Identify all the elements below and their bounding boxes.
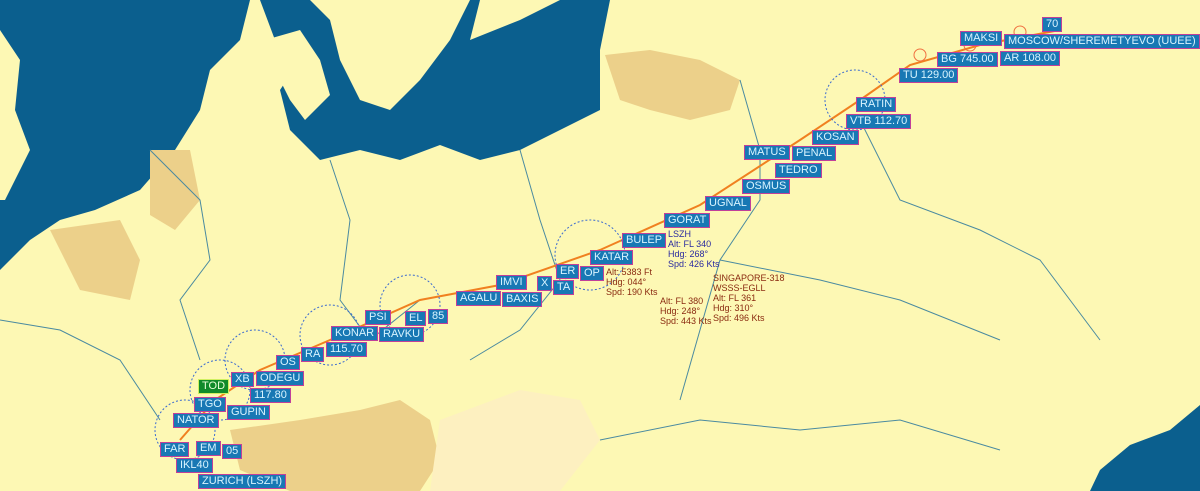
waypoint-label[interactable]: 05 — [222, 444, 243, 459]
waypoint-label[interactable]: 117.80 — [250, 388, 291, 403]
waypoint-label[interactable]: GORAT — [664, 213, 711, 228]
hungary — [430, 390, 600, 491]
black-sea — [1090, 405, 1200, 491]
destination-label[interactable]: ZURICH (LSZH) — [198, 474, 287, 489]
waypoint-label[interactable]: RATIN — [856, 97, 897, 112]
waypoint-label[interactable]: BAXIS — [502, 292, 543, 307]
waypoint-label[interactable]: FAR — [160, 442, 190, 457]
waypoint-label[interactable]: TA — [553, 280, 575, 295]
uk-coast — [0, 30, 30, 200]
waypoint-label[interactable]: X — [537, 276, 553, 291]
flight-info: LSZH Alt: FL 340 Hdg: 268° Spd: 426 Kts — [668, 229, 720, 269]
lithuania — [605, 50, 740, 120]
sweden — [310, 0, 470, 110]
waypoint-label[interactable]: OP — [580, 266, 604, 281]
waypoint-label[interactable]: KATAR — [590, 250, 634, 265]
waypoint-label[interactable]: BULEP — [622, 233, 667, 248]
waypoint-label[interactable]: XB — [231, 372, 254, 387]
waypoint-label[interactable]: OSMUS — [742, 179, 791, 194]
waypoint-label[interactable]: VTB 112.70 — [846, 114, 912, 129]
denmark — [265, 30, 330, 120]
waypoint-label[interactable]: 85 — [428, 309, 449, 324]
belgium — [50, 220, 140, 300]
waypoint-label[interactable]: MOSCOW/SHEREMETYEVO (UUEE) — [1004, 34, 1200, 49]
waypoint-label[interactable]: AGALU — [456, 291, 502, 306]
waypoint-label[interactable]: PSI — [365, 310, 391, 325]
waypoint-label[interactable]: TEDRO — [775, 163, 822, 178]
waypoint-label[interactable]: RAVKU — [379, 327, 425, 342]
waypoint-label[interactable]: BG 745.00 — [937, 52, 998, 67]
waypoint-label[interactable]: 70 — [1042, 17, 1063, 32]
waypoint-label[interactable]: IKL40 — [176, 458, 213, 473]
waypoint-label[interactable]: NATOR — [173, 413, 219, 428]
waypoint-label[interactable]: MATUS — [744, 145, 790, 160]
flight-info: Alt: 5383 Ft Hdg: 044° Spd: 190 Kts — [606, 267, 658, 297]
waypoint-label[interactable]: UGNAL — [705, 196, 751, 211]
austria — [230, 400, 440, 491]
waypoint-label[interactable]: RA — [301, 347, 325, 362]
netherlands — [150, 150, 200, 230]
waypoint-label[interactable]: EM — [196, 441, 221, 456]
waypoint-label[interactable]: TU 129.00 — [899, 68, 959, 83]
waypoint-label[interactable]: 115.70 — [326, 342, 367, 357]
waypoint-label[interactable]: KOSAN — [812, 130, 859, 145]
waypoint-label[interactable]: KONAR — [331, 326, 379, 341]
waypoint-label[interactable]: MAKSI — [960, 31, 1003, 46]
waypoint-label[interactable]: EL — [405, 311, 427, 326]
waypoint-label[interactable]: PENAL — [792, 146, 837, 161]
top-of-descent-label[interactable]: TOD — [198, 379, 230, 394]
waypoint-label[interactable]: GUPIN — [227, 405, 270, 420]
waypoint-label[interactable]: OS — [276, 355, 300, 370]
waypoint-label[interactable]: ODEGU — [256, 371, 305, 386]
flight-info: SINGAPORE-318 WSSS-EGLL Alt: FL 361 Hdg:… — [713, 273, 785, 323]
waypoint-label[interactable]: TGO — [194, 397, 226, 412]
waypoint-label[interactable]: IMVI — [496, 275, 527, 290]
flight-info: Alt: FL 380 Hdg: 248° Spd: 443 Kts — [660, 296, 712, 326]
waypoint-label[interactable]: ER — [556, 264, 580, 279]
waypoint-label[interactable]: AR 108.00 — [1000, 51, 1060, 66]
north-sea — [0, 0, 250, 270]
